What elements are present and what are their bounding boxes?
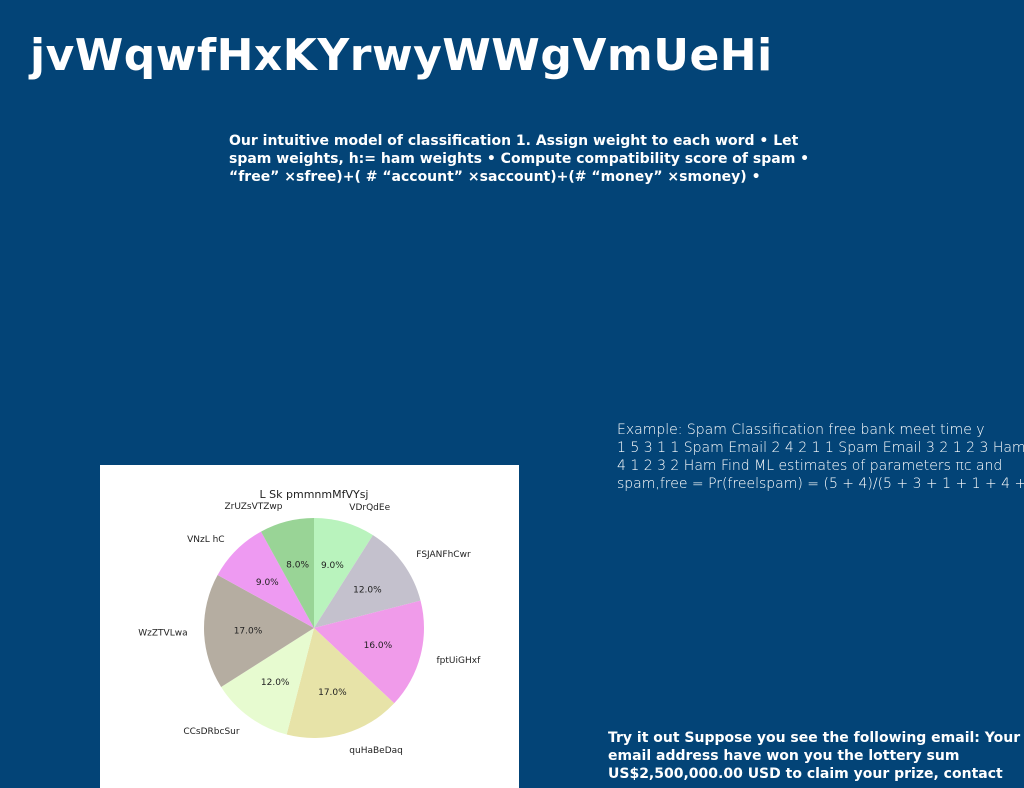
slice-percent-label: 9.0% bbox=[256, 578, 279, 588]
pie-slice bbox=[221, 628, 314, 735]
slice-percent-label: 9.0% bbox=[321, 561, 344, 571]
slice-category-label: VDrQdEe bbox=[349, 503, 390, 513]
try-it-paragraph: Try it out Suppose you see the following… bbox=[608, 730, 1021, 782]
slice-percent-label: 17.0% bbox=[234, 627, 263, 637]
example-line: spam,free = Pr(freelspam) = (5 + 4)/(5 +… bbox=[617, 476, 1024, 492]
slice-category-label: VNzL hC bbox=[187, 535, 224, 545]
slice-percent-label: 8.0% bbox=[286, 561, 309, 571]
slide-title: jvWqwfHxKYrwyWWgVmUeHi bbox=[30, 30, 773, 81]
slice-percent-label: 17.0% bbox=[318, 688, 347, 698]
example-line: 1 5 3 1 1 Spam Email 2 4 2 1 1 Spam Emai… bbox=[617, 440, 1024, 456]
slice-category-label: FSJANFhCwr bbox=[416, 550, 471, 560]
slice-percent-label: 16.0% bbox=[364, 641, 393, 651]
pie-slice bbox=[286, 628, 395, 738]
example-line: Example: Spam Classification free bank m… bbox=[617, 422, 985, 438]
slice-category-label: ZrUZsVTZwp bbox=[224, 502, 282, 512]
pie-slice bbox=[314, 535, 421, 628]
slice-category-label: WzZTVLwa bbox=[138, 629, 187, 639]
slice-percent-label: 12.0% bbox=[261, 678, 290, 688]
example-line: 4 1 2 3 2 Ham Find ML estimates of param… bbox=[617, 458, 1003, 474]
pie-slice bbox=[314, 518, 373, 628]
slice-percent-label: 12.0% bbox=[353, 586, 382, 596]
slice-category-label: quHaBeDaq bbox=[349, 746, 403, 756]
pie-slice bbox=[314, 600, 424, 704]
pie-slice bbox=[261, 518, 314, 628]
slice-category-label: CCsDRbcSur bbox=[183, 727, 240, 737]
pie-slice bbox=[204, 575, 314, 687]
pie-chart-panel: L Sk pmmnmMfVYsj 9.0% VDrQdEe 12.0% FSJANFh… bbox=[100, 465, 519, 788]
intro-paragraph: Our intuitive model of classification 1.… bbox=[229, 133, 810, 185]
pie-chart: L Sk pmmnmMfVYsj 9.0% VDrQdEe 12.0% FSJANFh… bbox=[138, 488, 482, 756]
pie-slice bbox=[217, 531, 314, 628]
slice-category-label: fptUiGHxf bbox=[437, 656, 482, 666]
example-paragraph: Example: Spam Classification free bank m… bbox=[617, 421, 1024, 493]
chart-title: L Sk pmmnmMfVYsj bbox=[260, 488, 369, 501]
